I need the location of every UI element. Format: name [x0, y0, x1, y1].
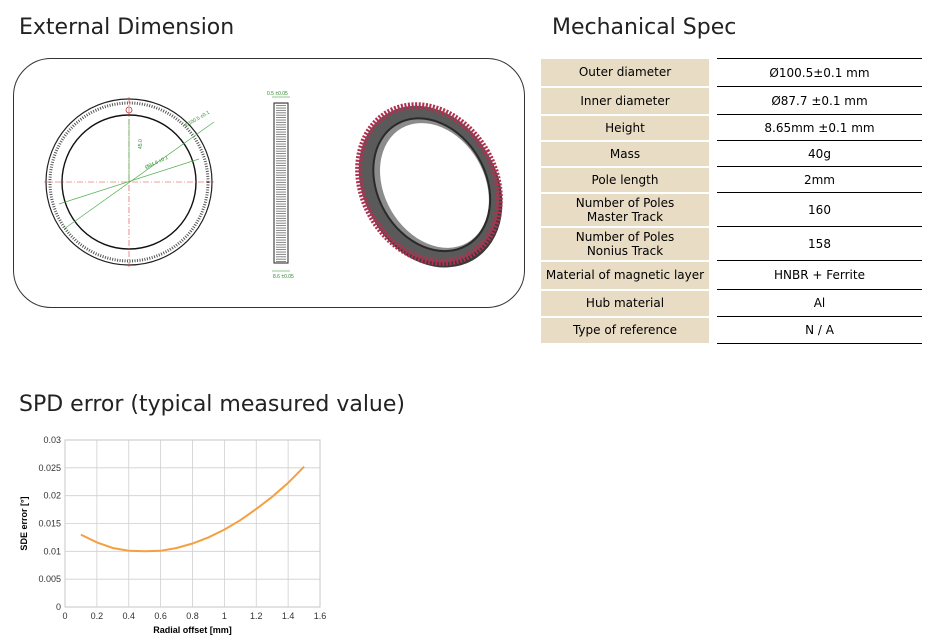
spec-row: Mass 40g [541, 140, 922, 168]
y-axis-label: SDE error [°] [19, 496, 29, 550]
spec-gap [709, 58, 717, 88]
side-bottom-dimension-label: 8.6 ±0.05 [273, 274, 294, 280]
spec-row: Inner diameter Ø87.7 ±0.1 mm [541, 86, 922, 116]
spec-gap [709, 114, 717, 142]
x-tick-label: 1.2 [250, 611, 263, 621]
spec-row: Hub material Al [541, 289, 922, 318]
inner-diameter-label: Ø84.6 ±0.1 [144, 155, 169, 171]
spec-gap [709, 192, 717, 228]
outer-diameter-label: Ø100.5 ±0.1 [184, 110, 211, 129]
y-tick-label: 0.015 [38, 519, 61, 529]
ring-side-view: 0.5 ±0.05 8.6 ±0.05 [267, 91, 294, 280]
x-tick-label: 0.6 [154, 611, 167, 621]
spec-value: N / A [717, 316, 922, 344]
spec-label: Type of reference [541, 316, 709, 345]
y-tick-label: 0.01 [43, 546, 61, 556]
spec-row: Outer diameter Ø100.5±0.1 mm [541, 58, 922, 88]
spec-label: Number of Poles Nonius Track [541, 226, 709, 262]
spd-error-heading: SPD error (typical measured value) [19, 392, 405, 417]
spec-gap [709, 260, 717, 291]
ring-3d-view [355, 102, 503, 268]
y-tick-label: 0.03 [43, 435, 61, 445]
spec-gap [709, 289, 717, 318]
angle-label: 45.0 [138, 139, 144, 149]
spec-gap [709, 316, 717, 345]
spec-label: Number of Poles Master Track [541, 192, 709, 228]
x-tick-label: 1.6 [314, 611, 327, 621]
spec-value: Ø100.5±0.1 mm [717, 58, 922, 87]
spec-row: Number of Poles Master Track 160 [541, 192, 922, 228]
spec-gap [709, 226, 717, 262]
x-axis-label: Radial offset [mm] [153, 625, 232, 635]
spec-gap [709, 86, 717, 116]
ring-top-view: Ø100.5 ±0.1 Ø84.6 ±0.1 45.0 [44, 97, 215, 267]
dimension-drawing: Ø100.5 ±0.1 Ø84.6 ±0.1 45.0 0.5 ±0.05 8.… [44, 91, 503, 280]
y-tick-label: 0.025 [38, 463, 61, 473]
x-tick-label: 1 [222, 611, 227, 621]
spec-value: HNBR + Ferrite [717, 260, 922, 290]
x-tick-label: 0.2 [91, 611, 104, 621]
spec-gap [709, 166, 717, 194]
mechanical-spec-heading: Mechanical Spec [552, 15, 737, 40]
y-tick-label: 0 [56, 602, 61, 612]
x-tick-label: 0.8 [186, 611, 199, 621]
spec-value: 160 [717, 192, 922, 227]
spec-label: Pole length [541, 166, 709, 194]
x-tick-label: 1.4 [282, 611, 295, 621]
spec-value: Ø87.7 ±0.1 mm [717, 86, 922, 115]
spec-value: 158 [717, 226, 922, 261]
spec-gap [709, 140, 717, 168]
spec-row: Material of magnetic layer HNBR + Ferrite [541, 260, 922, 291]
sde-error-series-line [80, 465, 305, 553]
external-dimension-heading: External Dimension [19, 15, 235, 40]
dimension-drawing-panel: Ø100.5 ±0.1 Ø84.6 ±0.1 45.0 0.5 ±0.05 8.… [13, 58, 525, 308]
spec-row: Height 8.65mm ±0.1 mm [541, 114, 922, 142]
spec-label: Hub material [541, 289, 709, 318]
spec-row: Pole length 2mm [541, 166, 922, 194]
y-tick-label: 0.005 [38, 574, 61, 584]
spd-error-chart: 0 0.2 0.4 0.6 0.8 1 1.2 1.4 1.6 0 0.005 0.01 0.015 0.… [19, 435, 327, 635]
spec-label: Outer diameter [541, 58, 709, 88]
spec-value: 2mm [717, 166, 922, 193]
x-tick-label: 0.4 [122, 611, 135, 621]
spec-label: Inner diameter [541, 86, 709, 116]
spec-value: 8.65mm ±0.1 mm [717, 114, 922, 141]
side-top-dimension-label: 0.5 ±0.05 [267, 91, 288, 97]
spec-row: Type of reference N / A [541, 316, 922, 345]
spec-label: Mass [541, 140, 709, 168]
x-tick-label: 0 [62, 611, 67, 621]
spec-row: Number of Poles Nonius Track 158 [541, 226, 922, 262]
spec-label: Height [541, 114, 709, 142]
spec-value: Al [717, 289, 922, 317]
spec-value: 40g [717, 140, 922, 167]
spec-label: Material of magnetic layer [541, 260, 709, 291]
mechanical-spec-table: Outer diameter Ø100.5±0.1 mm Inner diamete… [541, 58, 922, 345]
y-tick-label: 0.02 [43, 491, 61, 501]
